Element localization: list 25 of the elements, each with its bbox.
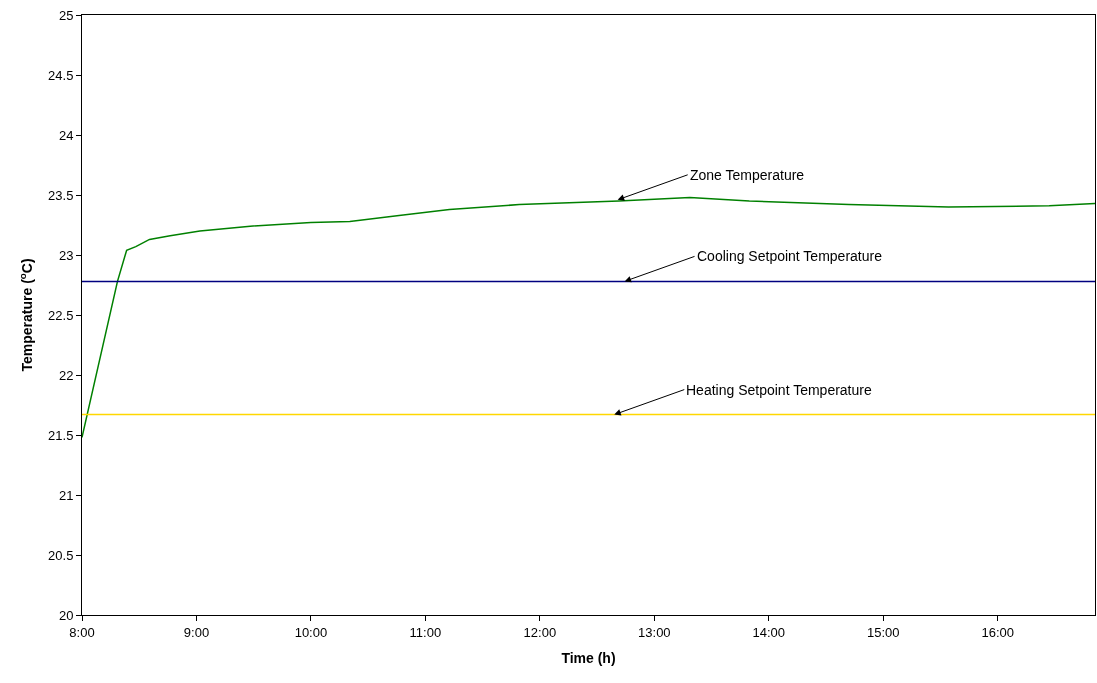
x-tick-label: 12:00 xyxy=(523,624,557,640)
x-tick-label: 8:00 xyxy=(69,624,95,640)
annotation: Cooling Setpoint Temperature xyxy=(697,248,883,264)
y-tick-label: 21.5 xyxy=(48,427,74,443)
annotation: Zone Temperature xyxy=(690,167,805,183)
y-tick-label: 20.5 xyxy=(48,547,74,563)
y-tick-label: 24.5 xyxy=(48,67,74,83)
x-tick-label: 15:00 xyxy=(866,624,900,640)
y-tick-label: 24 xyxy=(58,127,74,143)
y-tick-label: 23.5 xyxy=(48,187,74,203)
x-tick-label: 14:00 xyxy=(752,624,786,640)
line-series xyxy=(82,196,1095,439)
y-tick-label: 20 xyxy=(58,607,74,623)
x-tick-label: 13:00 xyxy=(638,624,671,640)
x-tick-label: 10:00 xyxy=(294,624,328,640)
y-tick-label: 22 xyxy=(58,367,74,383)
y-tick-label: 25 xyxy=(58,7,74,23)
annotation: Heating Setpoint Temperature xyxy=(686,382,872,398)
x-axis-title: Time (h) xyxy=(561,649,616,666)
x-tick-label: 16:00 xyxy=(981,624,1014,640)
x-tick-label: 11:00 xyxy=(409,624,442,640)
y-tick-label: 23 xyxy=(58,247,74,263)
y-tick-label: 21 xyxy=(58,487,74,503)
y-tick-label: 22.5 xyxy=(48,307,74,323)
x-tick-label: 9:00 xyxy=(183,624,210,640)
